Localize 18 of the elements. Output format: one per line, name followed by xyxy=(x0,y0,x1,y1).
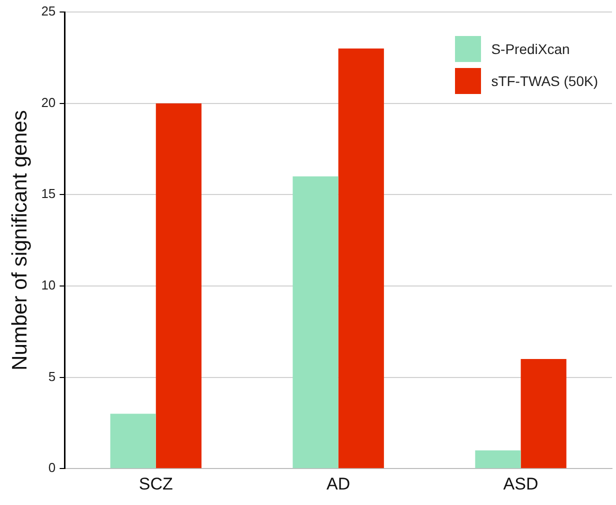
bar xyxy=(110,414,156,468)
x-tick-label: AD xyxy=(326,474,350,494)
x-tick-label: ASD xyxy=(503,474,538,494)
y-tick-label: 0 xyxy=(48,460,56,476)
x-tick-label: SCZ xyxy=(138,474,173,494)
bar xyxy=(475,450,521,468)
bar xyxy=(520,359,566,468)
bar xyxy=(338,48,384,468)
y-axis-title: Number of significant genes xyxy=(8,110,32,370)
y-tick-label: 10 xyxy=(41,278,56,293)
y-tick-label: 15 xyxy=(41,186,56,202)
y-tick-label: 25 xyxy=(41,4,56,19)
bar xyxy=(156,103,202,468)
bar xyxy=(292,176,338,468)
legend-label: S-PrediXcan xyxy=(491,41,570,57)
legend-label: sTF-TWAS (50K) xyxy=(491,73,598,89)
y-tick-label: 20 xyxy=(41,94,56,110)
y-tick-label: 5 xyxy=(48,368,56,384)
